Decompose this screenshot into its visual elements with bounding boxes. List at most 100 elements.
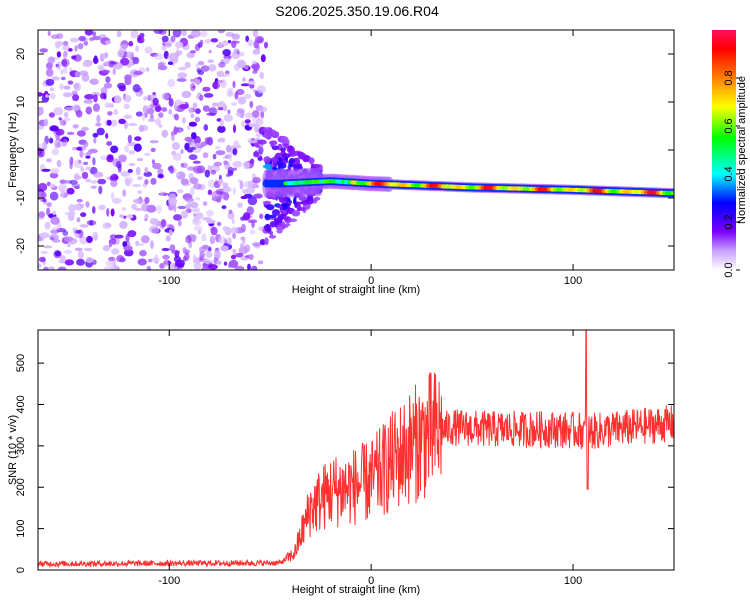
- spectrogram-noise-blob: [215, 145, 221, 150]
- spectrogram-noise-blob: [84, 94, 95, 100]
- spectrogram-noise-blob: [182, 256, 187, 262]
- spectrogram-transition-blob: [268, 235, 277, 239]
- spectrogram-noise-blob: [151, 159, 156, 165]
- spectrogram-noise-blob: [231, 218, 235, 225]
- spectrogram-noise-blob: [157, 65, 168, 71]
- spectrogram-noise-blob: [190, 30, 201, 38]
- spectrogram-noise-blob: [175, 50, 180, 58]
- spectrogram-noise-blob: [74, 175, 82, 180]
- spectrogram-noise-blob: [226, 87, 234, 94]
- spectrogram-noise-blob: [98, 66, 105, 71]
- spectrogram-noise-blob: [118, 85, 126, 92]
- spectrogram-noise-blob: [227, 109, 231, 115]
- spectrogram-noise-blob: [83, 247, 93, 252]
- spectrogram-noise-blob: [217, 107, 225, 111]
- spectrogram-noise-blob: [200, 65, 210, 72]
- spectrogram-noise-blob: [63, 65, 68, 74]
- spectrogram-noise-blob: [173, 126, 178, 135]
- spectrogram-transition-blob: [275, 226, 285, 230]
- spectrogram-noise-blob: [118, 118, 126, 125]
- spectrogram-noise-blob: [144, 179, 149, 185]
- spectrogram-noise-blob: [45, 78, 55, 86]
- spectrogram-noise-blob: [193, 183, 202, 190]
- spectrogram-noise-blob: [63, 236, 74, 243]
- spectrogram-noise-blob: [46, 158, 52, 163]
- spectrogram-noise-blob: [123, 245, 133, 251]
- spectrogram-noise-blob: [192, 102, 198, 109]
- spectrogram-noise-blob: [220, 73, 230, 77]
- spectrogram-noise-blob: [157, 173, 164, 179]
- spectrogram-noise-blob: [74, 45, 78, 52]
- spectrogram-noise-blob: [44, 266, 49, 270]
- spectrogram-noise-blob: [203, 93, 214, 98]
- spectrogram-noise-blob: [76, 258, 85, 266]
- spectrogram-noise-blob: [132, 56, 140, 65]
- spectrogram-noise-blob: [172, 30, 182, 38]
- spectrogram-noise-blob: [85, 155, 91, 159]
- spectrogram-noise-blob: [144, 167, 148, 174]
- spectrogram-noise-blob: [132, 84, 141, 93]
- spectrogram-noise-blob: [144, 213, 149, 219]
- spectrogram-noise-blob: [150, 177, 157, 185]
- spectrogram-noise-blob: [240, 195, 248, 200]
- spectrogram-noise-blob: [251, 64, 258, 69]
- spectrogram-noise-blob: [171, 142, 180, 150]
- spectrogram-noise-blob: [232, 148, 238, 156]
- colorbar-tick-label: 0.2: [723, 214, 735, 229]
- spectrogram-noise-blob: [115, 160, 122, 169]
- spectrogram-noise-blob: [224, 226, 232, 236]
- spectrogram-noise-blob: [190, 50, 197, 54]
- spectrogram-noise-blob: [66, 131, 75, 136]
- snr-ytick-label: 200: [15, 478, 27, 496]
- spectrogram-transition-blob: [277, 163, 282, 170]
- spectrogram-noise-blob: [168, 109, 172, 115]
- spectrogram-noise-blob: [227, 211, 235, 220]
- spectrogram-noise-blob: [193, 225, 203, 231]
- spectrogram-noise-blob: [157, 168, 164, 175]
- spectrogram-noise-blob: [134, 136, 142, 142]
- spectrogram-noise-blob: [188, 146, 196, 151]
- spectrogram-noise-blob: [98, 185, 103, 195]
- spectrogram-transition-blob: [312, 197, 318, 204]
- spectrogram-noise-blob: [92, 132, 99, 138]
- spectrogram-noise-blob: [202, 105, 210, 112]
- spectrogram-transition-blob: [279, 196, 288, 204]
- spectrogram-transition-blob: [280, 210, 285, 214]
- spectrogram-noise-blob: [208, 49, 212, 54]
- snr-ylabel: SNR (10 * v/v): [7, 415, 19, 485]
- spectrogram-ylabel: Frequency (Hz): [7, 112, 19, 188]
- spectrogram-noise-blob: [248, 140, 258, 144]
- spectrogram-noise-blob: [85, 201, 90, 208]
- spectrogram-noise-blob: [42, 141, 48, 150]
- spectrogram-noise-blob: [167, 53, 177, 62]
- spectrogram-noise-blob: [193, 216, 199, 224]
- spectrogram-noise-blob: [61, 58, 70, 68]
- spectrogram-noise-blob: [63, 50, 68, 58]
- spectrogram-transition-blob: [273, 217, 282, 222]
- spectrogram-noise-blob: [136, 157, 144, 162]
- spectrogram-noise-blob: [174, 266, 179, 270]
- spectrogram-noise-blob: [161, 45, 167, 51]
- spectrogram-band-core: [671, 191, 674, 196]
- spectrogram-noise-blob: [123, 215, 127, 219]
- spectrogram-noise-blob: [232, 232, 237, 239]
- spectrogram-transition-blob: [278, 222, 282, 227]
- spectrogram-noise-blob: [69, 211, 76, 217]
- spectrogram-noise-blob: [92, 31, 96, 37]
- spectrogram-noise-blob: [38, 211, 46, 218]
- spectrogram-noise-blob: [223, 104, 228, 112]
- spectrogram-noise-blob: [38, 92, 43, 97]
- spectrogram-noise-blob: [232, 80, 236, 89]
- spectrogram-noise-blob: [249, 100, 254, 109]
- spectrogram-noise-blob: [150, 147, 156, 153]
- spectrogram-noise-blob: [110, 119, 118, 127]
- colorbar: 0.0 0.2 0.4 0.6 0.8 Normalized spectral ampl…: [712, 30, 748, 278]
- spectrogram-noise-blob: [43, 245, 53, 249]
- spectrogram-noise-blob: [207, 179, 216, 189]
- spectrogram-noise-blob: [241, 223, 246, 233]
- spectrogram-noise-blob: [86, 235, 93, 244]
- spectrogram-noise-blob: [89, 78, 99, 85]
- spectrogram-noise-blob: [71, 104, 81, 111]
- spectrogram-noise-blob: [241, 189, 249, 194]
- spectrogram-noise-blob: [119, 220, 128, 229]
